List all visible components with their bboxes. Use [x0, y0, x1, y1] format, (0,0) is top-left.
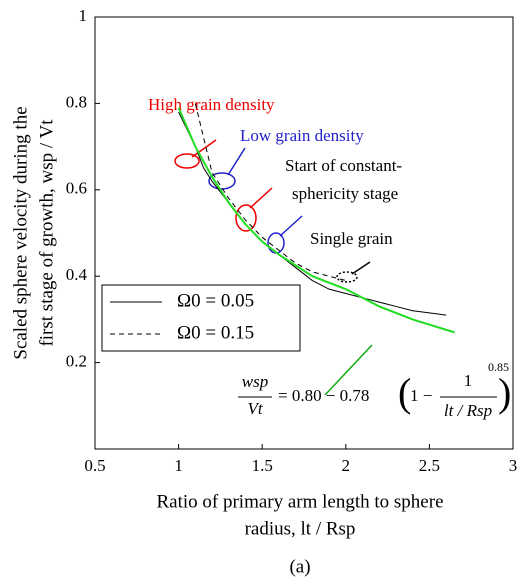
x-tick-label: 0.5	[84, 456, 105, 475]
data-line	[178, 111, 447, 316]
y-label: first stage of growth, wsp / Vt	[36, 119, 57, 347]
y-label: Scaled sphere velocity during the	[10, 106, 31, 359]
x-tick-label: 2.5	[419, 456, 440, 475]
y-tick-label: 0.8	[66, 92, 87, 111]
y-tick-label: 0.4	[66, 265, 88, 284]
y-tick-label: 0.2	[66, 352, 87, 371]
x-tick-label: 3	[509, 456, 517, 475]
annotation: sphericity stage	[292, 184, 398, 203]
eq-text: Vt	[247, 399, 263, 418]
arrow	[227, 147, 246, 176]
arrow	[324, 344, 373, 396]
arrow	[191, 139, 217, 158]
y-tick-label: 1	[79, 6, 88, 25]
caption: (a)	[289, 556, 310, 577]
arrow	[249, 187, 273, 209]
legend-label: Ω0 = 0.15	[177, 322, 254, 343]
data-line	[194, 103, 346, 282]
x-label: Ratio of primary arm length to sphere	[156, 491, 443, 512]
arrow	[351, 261, 371, 275]
annotation-marks	[174, 139, 373, 396]
x-label: radius, lt / Rsp	[245, 518, 356, 539]
eq-text: 1 −	[410, 386, 432, 405]
legend-label: Ω0 = 0.05	[177, 290, 254, 311]
eq-text: wsp	[242, 372, 268, 391]
plot-frame	[94, 16, 514, 450]
ellipse	[208, 172, 236, 190]
x-tick-label: 1.5	[252, 456, 273, 475]
eq-text: 0.85	[488, 360, 509, 374]
eq-paren: (	[398, 370, 411, 415]
ellipse	[235, 204, 257, 232]
annotation: Low grain density	[240, 126, 364, 145]
ellipse	[267, 232, 285, 254]
ellipse	[174, 153, 200, 169]
eq-text: 1	[464, 371, 473, 390]
arrow	[279, 215, 303, 237]
annotation: Single grain	[310, 229, 393, 248]
eq-paren: )	[498, 370, 511, 415]
eq-text: lt / Rsp	[444, 401, 492, 420]
equation: wsp Vt = 0.80 − 0.78 ( 1 − 1 lt / Rsp ) …	[238, 360, 511, 420]
x-tick-label: 1	[174, 456, 183, 475]
annotation: High grain density	[148, 95, 275, 114]
annotation: Start of constant-	[285, 156, 402, 175]
eq-text: = 0.80 − 0.78	[278, 386, 369, 405]
y-tick-label: 0.6	[66, 179, 87, 198]
ellipse	[336, 271, 358, 283]
x-tick-label: 2	[342, 456, 351, 475]
data-line	[177, 107, 455, 334]
legend-box	[101, 284, 301, 352]
